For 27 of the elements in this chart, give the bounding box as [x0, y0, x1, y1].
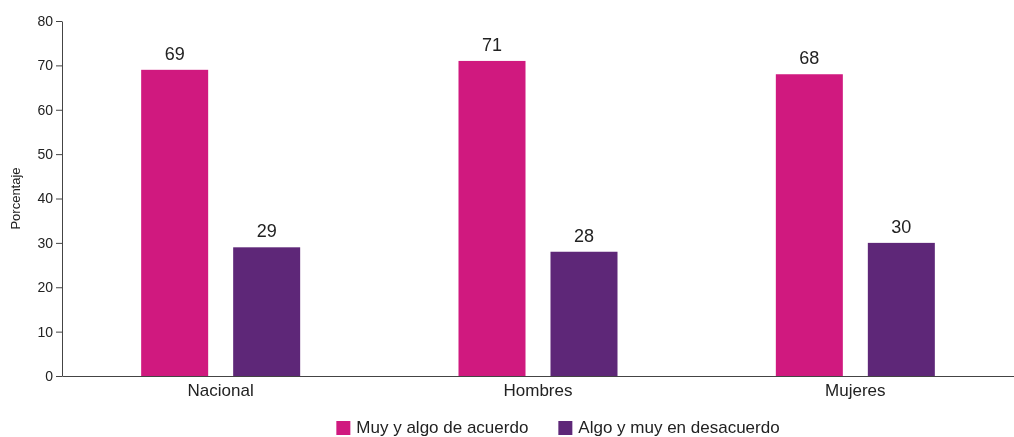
data-label: 29: [256, 221, 277, 242]
bar: [233, 247, 301, 376]
legend-label: Muy y algo de acuerdo: [356, 418, 529, 437]
y-tick-label: 0: [45, 367, 54, 384]
bar: [141, 69, 209, 376]
y-axis-title: Porcentaje: [8, 167, 23, 230]
y-tick-label: 30: [37, 234, 54, 251]
x-tick-label: Nacional: [187, 381, 254, 401]
y-tick-label: 10: [37, 323, 54, 340]
data-label: 71: [481, 34, 503, 55]
x-tick-label: Mujeres: [825, 381, 886, 401]
data-label: 30: [891, 216, 912, 237]
y-tick-label: 60: [37, 101, 54, 118]
data-label: 28: [573, 225, 595, 246]
bar: [867, 242, 935, 376]
legend-label: Algo y muy en desacuerdo: [578, 418, 780, 437]
data-label: 69: [164, 43, 185, 64]
y-tick-label: 80: [37, 12, 54, 29]
y-tick-label: 50: [37, 146, 54, 163]
y-tick-label: 20: [37, 279, 54, 296]
bar: [775, 74, 843, 376]
y-tick-label: 70: [37, 57, 54, 74]
data-label: 68: [799, 48, 820, 69]
y-tick-label: 40: [37, 190, 54, 207]
bar: [458, 60, 526, 376]
x-tick-label: Hombres: [503, 381, 573, 401]
bar: [550, 251, 618, 376]
